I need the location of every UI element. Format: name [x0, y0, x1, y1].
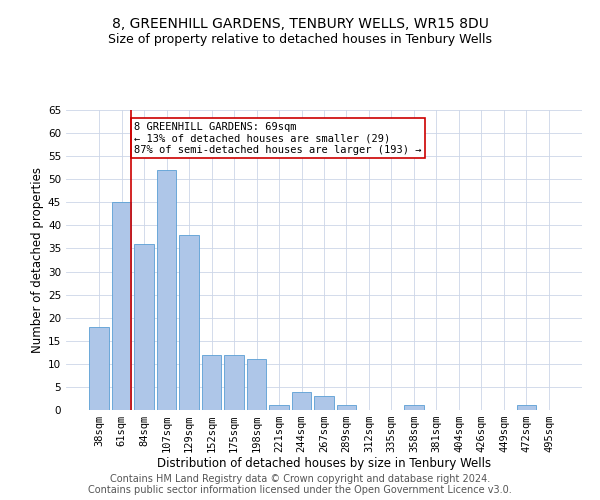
Bar	[157, 170, 176, 410]
X-axis label: Distribution of detached houses by size in Tenbury Wells: Distribution of detached houses by size …	[157, 456, 491, 469]
Bar	[314, 396, 334, 410]
Bar	[269, 406, 289, 410]
Text: Size of property relative to detached houses in Tenbury Wells: Size of property relative to detached ho…	[108, 32, 492, 46]
Text: 8, GREENHILL GARDENS, TENBURY WELLS, WR15 8DU: 8, GREENHILL GARDENS, TENBURY WELLS, WR1…	[112, 18, 488, 32]
Bar	[202, 354, 221, 410]
Bar	[224, 354, 244, 410]
Bar	[134, 244, 154, 410]
Bar	[292, 392, 311, 410]
Text: Contains HM Land Registry data © Crown copyright and database right 2024.: Contains HM Land Registry data © Crown c…	[110, 474, 490, 484]
Bar	[179, 234, 199, 410]
Bar	[89, 327, 109, 410]
Text: 8 GREENHILL GARDENS: 69sqm
← 13% of detached houses are smaller (29)
87% of semi: 8 GREENHILL GARDENS: 69sqm ← 13% of deta…	[134, 122, 421, 154]
Bar	[112, 202, 131, 410]
Bar	[247, 359, 266, 410]
Y-axis label: Number of detached properties: Number of detached properties	[31, 167, 44, 353]
Bar	[404, 406, 424, 410]
Bar	[517, 406, 536, 410]
Bar	[337, 406, 356, 410]
Text: Contains public sector information licensed under the Open Government Licence v3: Contains public sector information licen…	[88, 485, 512, 495]
